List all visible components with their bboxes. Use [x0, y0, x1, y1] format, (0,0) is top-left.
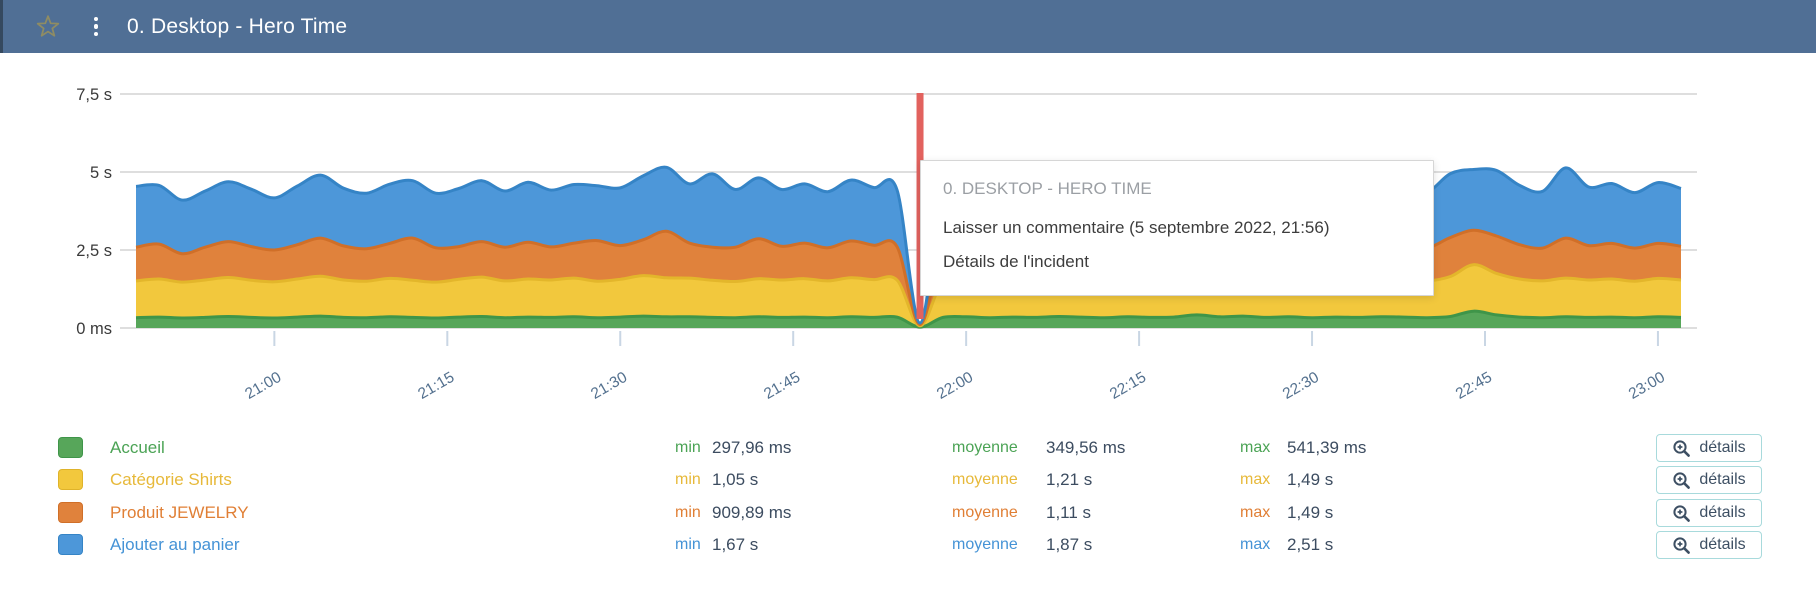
zoom-in-icon [1673, 536, 1691, 554]
series-label: Catégorie Shirts [110, 470, 232, 489]
max-label: max [1240, 439, 1271, 456]
details-button-label: détails [1699, 536, 1746, 553]
series-color-swatch [58, 469, 83, 490]
max-label: max [1240, 504, 1271, 521]
details-button[interactable]: détails [1656, 434, 1762, 462]
max-value: 541,39 ms [1287, 438, 1367, 457]
min-label: min [675, 536, 701, 553]
series-label: Produit JEWELRY [110, 503, 249, 522]
legend-row-4: Ajouter au panier min 1,67 s moyenne 1,8… [0, 531, 1816, 559]
details-button[interactable]: détails [1656, 466, 1762, 494]
zoom-in-icon [1673, 504, 1691, 522]
moyenne-value: 1,87 s [1046, 535, 1093, 554]
legend-row-1: Accueil min 297,96 ms moyenne 349,56 ms … [0, 434, 1816, 462]
legend-row-2: Catégorie Shirts min 1,05 s moyenne 1,21… [0, 466, 1816, 494]
details-button-label: détails [1699, 471, 1746, 488]
x-axis-label: 22:30 [1280, 369, 1322, 403]
min-label: min [675, 504, 701, 521]
min-value: 1,67 s [712, 535, 759, 554]
moyenne-label: moyenne [952, 439, 1018, 456]
legend-row-3: Produit JEWELRY min 909,89 ms moyenne 1,… [0, 499, 1816, 527]
incident-popup: 0. DESKTOP - HERO TIME Laisser un commen… [920, 160, 1434, 296]
max-label: max [1240, 471, 1271, 488]
min-value: 909,89 ms [712, 503, 792, 522]
series-line-1 [135, 309, 1682, 329]
details-button[interactable]: détails [1656, 531, 1762, 559]
x-axis-label: 21:15 [415, 369, 457, 403]
series-color-swatch [58, 437, 83, 458]
moyenne-value: 1,11 s [1046, 503, 1092, 522]
series-area-1[interactable] [136, 311, 1681, 328]
incident-popup-title: 0. DESKTOP - HERO TIME [943, 179, 1152, 198]
hero-time-stacked-area-chart[interactable]: 0 ms 2,5 s 5 s 7,5 s 21:00 21:15 21:30 21:45 22:… [0, 53, 1816, 458]
moyenne-value: 349,56 ms [1046, 438, 1126, 457]
series-label: Ajouter au panier [110, 535, 240, 554]
x-axis-label: 22:00 [934, 369, 976, 403]
details-button-label: détails [1699, 504, 1746, 521]
x-axis-label: 23:00 [1626, 369, 1668, 403]
max-value: 1,49 s [1287, 470, 1334, 489]
x-axis-label: 21:00 [242, 369, 284, 403]
y-axis-label: 7,5 s [76, 86, 112, 104]
x-axis-label: 21:30 [588, 369, 630, 403]
zoom-in-icon [1673, 439, 1691, 457]
moyenne-value: 1,21 s [1046, 470, 1093, 489]
series-label: Accueil [110, 438, 165, 457]
max-label: max [1240, 536, 1271, 553]
x-axis-label: 22:15 [1107, 369, 1149, 403]
min-label: min [675, 471, 701, 488]
max-value: 1,49 s [1287, 503, 1334, 522]
menu-item-incident-details[interactable]: Détails de l'incident [943, 252, 1089, 271]
favorite-star-icon[interactable] [33, 12, 63, 42]
details-button-label: détails [1699, 439, 1746, 456]
y-axis-label: 2,5 s [76, 242, 112, 260]
zoom-in-icon [1673, 471, 1691, 489]
y-axis-label: 5 s [90, 164, 112, 182]
moyenne-label: moyenne [952, 536, 1018, 553]
panel-header: 0. Desktop - Hero Time [0, 0, 1816, 53]
min-value: 1,05 s [712, 470, 759, 489]
min-value: 297,96 ms [712, 438, 792, 457]
star-icon [36, 14, 60, 37]
x-axis-label: 22:45 [1453, 369, 1495, 403]
page-title: 0. Desktop - Hero Time [127, 14, 348, 38]
menu-item-add-comment[interactable]: Laisser un commentaire (5 septembre 2022… [943, 218, 1330, 237]
y-axis-label: 0 ms [76, 320, 112, 338]
series-color-swatch [58, 502, 83, 523]
x-axis-label: 21:45 [761, 369, 803, 403]
max-value: 2,51 s [1287, 535, 1334, 554]
min-label: min [675, 439, 701, 456]
moyenne-label: moyenne [952, 471, 1018, 488]
kebab-menu-icon[interactable] [85, 12, 107, 42]
series-color-swatch [58, 534, 83, 555]
details-button[interactable]: détails [1656, 499, 1762, 527]
moyenne-label: moyenne [952, 504, 1018, 521]
